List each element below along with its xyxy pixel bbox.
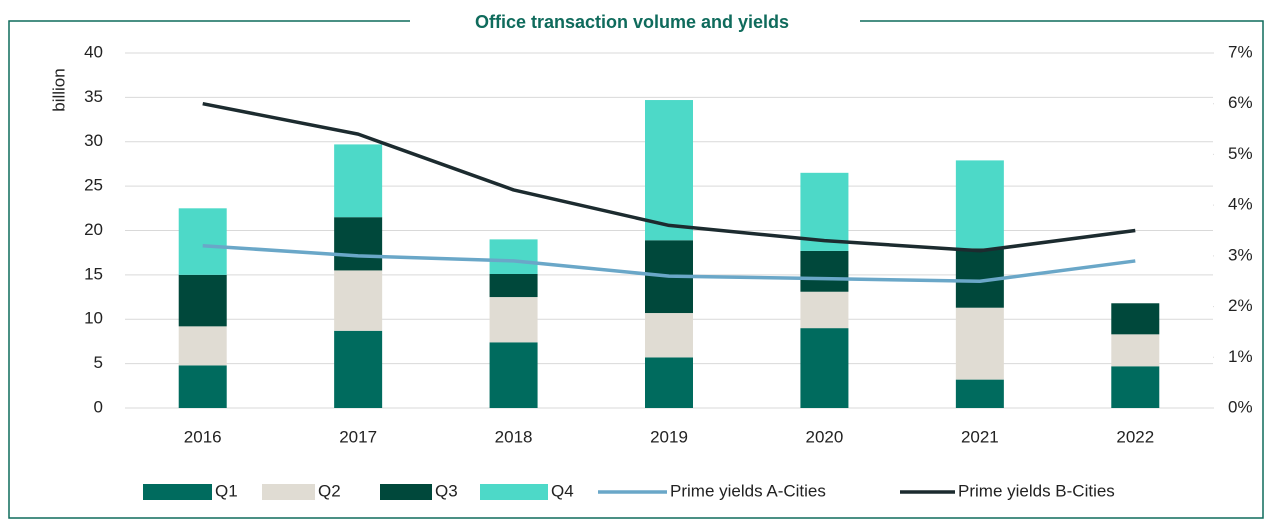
bar bbox=[955, 307, 1004, 380]
bar bbox=[489, 297, 538, 343]
bar bbox=[645, 313, 693, 358]
y-tick-label: 35 bbox=[84, 87, 103, 106]
x-tick-label: 2021 bbox=[961, 427, 999, 446]
y-tick-label: 10 bbox=[84, 309, 103, 328]
y2-tick-label: 1% bbox=[1228, 347, 1253, 366]
legend-label: Q2 bbox=[318, 481, 341, 500]
legend-swatch bbox=[480, 484, 548, 500]
bar bbox=[178, 208, 227, 275]
legend-swatch bbox=[380, 484, 432, 500]
y2-tick-label: 7% bbox=[1228, 42, 1253, 61]
y2-tick-label: 4% bbox=[1228, 195, 1253, 214]
legend-swatch bbox=[143, 484, 212, 500]
y2-tick-label: 2% bbox=[1228, 296, 1253, 315]
y-tick-label: 30 bbox=[84, 131, 103, 150]
y-tick-label: 5 bbox=[94, 353, 103, 372]
y2-tick-label: 0% bbox=[1228, 397, 1253, 416]
x-tick-label: 2016 bbox=[184, 427, 222, 446]
bar bbox=[1111, 334, 1160, 367]
legend-label: Q4 bbox=[551, 481, 574, 500]
bar bbox=[334, 330, 383, 408]
y2-tick-label: 3% bbox=[1228, 245, 1253, 264]
y-tick-label: 25 bbox=[84, 176, 103, 195]
bar bbox=[955, 160, 1004, 249]
bar bbox=[800, 328, 849, 408]
y-tick-label: 15 bbox=[84, 264, 103, 283]
bar bbox=[645, 357, 693, 408]
legend-label: Prime yields A-Cities bbox=[670, 481, 826, 500]
bar bbox=[800, 250, 849, 292]
line bbox=[202, 101, 1136, 253]
legend-label: Q3 bbox=[435, 481, 458, 500]
bar bbox=[800, 291, 849, 329]
x-tick-label: 2019 bbox=[650, 427, 688, 446]
line bbox=[202, 243, 1136, 283]
bar bbox=[334, 270, 383, 331]
bar bbox=[489, 239, 538, 274]
bar bbox=[955, 379, 1004, 408]
bar bbox=[178, 326, 227, 366]
chart-title: Office transaction volume and yields bbox=[475, 12, 789, 32]
x-tick-label: 2017 bbox=[339, 427, 377, 446]
bar bbox=[1111, 366, 1160, 408]
bar bbox=[645, 100, 693, 241]
bar bbox=[334, 144, 383, 218]
x-tick-label: 2022 bbox=[1116, 427, 1154, 446]
bar bbox=[1111, 303, 1160, 335]
bar bbox=[489, 342, 538, 408]
y-tick-label: 40 bbox=[84, 42, 103, 61]
legend-label: Prime yields B-Cities bbox=[958, 481, 1115, 500]
y-tick-label: 20 bbox=[84, 220, 103, 239]
y2-tick-label: 5% bbox=[1228, 144, 1253, 163]
y-axis-label: billion bbox=[49, 68, 68, 111]
legend-swatch bbox=[262, 484, 315, 500]
bar bbox=[334, 217, 383, 271]
x-tick-label: 2020 bbox=[806, 427, 844, 446]
bar bbox=[489, 273, 538, 298]
y-tick-label: 0 bbox=[94, 397, 103, 416]
bar bbox=[178, 365, 227, 408]
legend-label: Q1 bbox=[215, 481, 238, 500]
y2-tick-label: 6% bbox=[1228, 93, 1253, 112]
bar bbox=[178, 274, 227, 327]
x-tick-label: 2018 bbox=[495, 427, 533, 446]
title-backdrop bbox=[410, 8, 860, 36]
